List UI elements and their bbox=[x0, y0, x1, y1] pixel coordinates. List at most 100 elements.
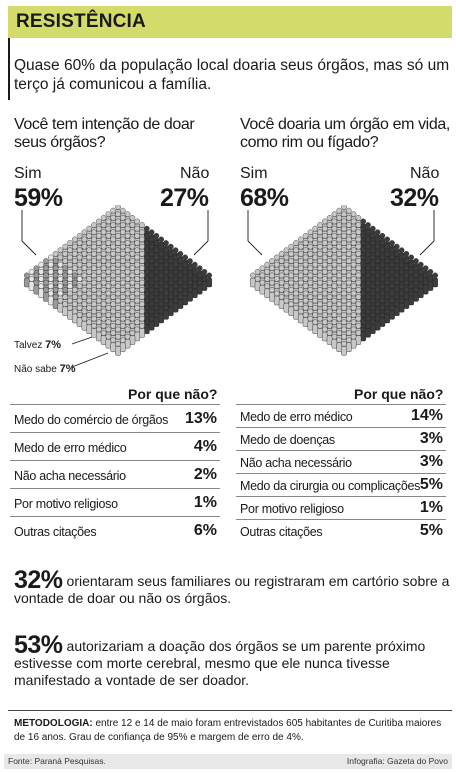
person-figure bbox=[115, 340, 121, 356]
person-figure bbox=[384, 308, 391, 324]
person-figure bbox=[264, 283, 271, 299]
q2-yes-value: 68% bbox=[240, 184, 289, 212]
reason-label: Não acha necessário bbox=[14, 468, 126, 483]
person-figure bbox=[321, 326, 328, 342]
person-figure bbox=[48, 290, 54, 306]
person-figure bbox=[43, 287, 49, 302]
person-figure bbox=[379, 312, 386, 327]
person-figure bbox=[33, 279, 40, 295]
q2-people-block bbox=[247, 205, 439, 356]
question-2-title: Você doaria um órgão em vida, como rim o… bbox=[240, 116, 450, 151]
person-figure bbox=[417, 283, 424, 299]
q2-yes-label: Sim bbox=[240, 165, 268, 182]
person-figure bbox=[269, 287, 275, 302]
person-figure bbox=[105, 333, 112, 349]
reason-value: 5% bbox=[419, 522, 443, 539]
person-figure bbox=[297, 308, 304, 324]
header-bar: RESISTÊNCIA bbox=[8, 6, 452, 38]
person-figure bbox=[403, 294, 410, 309]
person-figure bbox=[167, 301, 174, 317]
person-figure bbox=[302, 312, 309, 327]
reason-label: Medo de doenças bbox=[240, 433, 335, 447]
person-figure bbox=[345, 337, 352, 353]
q1-no-label: Não bbox=[180, 165, 210, 182]
person-figure bbox=[350, 333, 357, 349]
person-figure bbox=[398, 297, 405, 313]
person-figure bbox=[129, 330, 136, 345]
q1-maybe-label: Talvez 7% bbox=[14, 339, 62, 351]
person-figure bbox=[100, 330, 107, 345]
person-figure bbox=[81, 315, 88, 331]
person-figure bbox=[191, 283, 198, 299]
reason-row: Por motivo religioso 1% bbox=[236, 496, 446, 519]
person-figure bbox=[57, 297, 64, 313]
reason-label: Medo do comércio de órgãos bbox=[14, 412, 169, 427]
page-title: RESISTÊNCIA bbox=[16, 11, 146, 32]
reason-label: Por motivo religioso bbox=[14, 496, 118, 511]
callout-line bbox=[21, 240, 37, 256]
reason-value: 6% bbox=[193, 521, 217, 539]
reason-label: Medo de erro médico bbox=[240, 410, 353, 424]
accent-rule bbox=[8, 38, 10, 100]
reason-row: Medo de erro médico 14% bbox=[236, 404, 446, 427]
reason-label: Por motivo religioso bbox=[240, 502, 344, 516]
q1-yes-value: 59% bbox=[14, 184, 63, 212]
reason-row: Outras citações 6% bbox=[10, 516, 220, 544]
reason-label: Outras citações bbox=[14, 524, 97, 539]
person-figure bbox=[143, 319, 150, 335]
person-figure bbox=[278, 294, 285, 309]
methodology-box: METODOLOGIA: entre 12 e 14 de maio foram… bbox=[8, 710, 452, 743]
person-figure bbox=[52, 294, 59, 309]
stat-1-text: orientaram seus familiares ou registrara… bbox=[14, 573, 450, 606]
person-figure bbox=[393, 301, 400, 317]
reason-value: 1% bbox=[419, 499, 443, 516]
q1-why-title: Por que não? bbox=[128, 386, 218, 402]
person-figure bbox=[307, 315, 314, 331]
person-figure bbox=[23, 272, 30, 288]
reason-label: Não acha necessário bbox=[240, 456, 352, 470]
person-figure bbox=[119, 337, 126, 353]
person-figure bbox=[283, 297, 290, 313]
reason-label: Medo de erro médico bbox=[14, 440, 127, 455]
person-figure bbox=[369, 319, 376, 335]
person-figure bbox=[427, 276, 434, 291]
person-figure bbox=[326, 330, 333, 345]
reason-row: Por motivo religioso 1% bbox=[10, 488, 220, 516]
person-figure bbox=[254, 276, 261, 291]
person-figure bbox=[28, 276, 35, 291]
person-figure bbox=[206, 272, 213, 288]
person-figure bbox=[365, 323, 371, 338]
person-figure bbox=[91, 323, 97, 338]
q1-reasons-list: Medo do comércio de órgãos 13% Medo de err… bbox=[10, 404, 220, 544]
stat-2-value: 53% bbox=[14, 631, 63, 659]
stat-2: 53% autorizariam a doação dos órgãos se u… bbox=[14, 633, 452, 689]
reason-row: Não acha necessário 2% bbox=[10, 460, 220, 488]
q1-dontknow-label: Não sabe 7% bbox=[14, 363, 76, 375]
person-figure bbox=[355, 330, 362, 345]
person-figure bbox=[62, 301, 69, 317]
person-figure bbox=[177, 294, 184, 309]
person-figure bbox=[408, 290, 415, 306]
person-figure bbox=[148, 315, 155, 331]
person-figure bbox=[317, 323, 323, 338]
stat-1: 32% orientaram seus familiares ou registr… bbox=[14, 568, 452, 607]
person-figure bbox=[172, 297, 179, 313]
person-figure bbox=[134, 326, 140, 342]
stat-1-value: 32% bbox=[14, 566, 63, 594]
reason-value: 13% bbox=[184, 409, 217, 427]
question-1-title: Você tem intenção de doar seus órgãos? bbox=[14, 116, 195, 151]
person-figure bbox=[110, 337, 116, 353]
q2-reasons-list: Medo de erro médico 14% Medo de doenças 3% N… bbox=[236, 404, 446, 544]
reason-value: 2% bbox=[193, 465, 217, 483]
person-figure bbox=[95, 326, 102, 342]
person-figure bbox=[389, 305, 395, 320]
reason-value: 14% bbox=[410, 407, 443, 424]
person-figure bbox=[293, 305, 299, 320]
reason-value: 4% bbox=[193, 437, 217, 455]
person-figure bbox=[163, 305, 169, 320]
person-figure bbox=[360, 326, 366, 342]
reason-label: Outras citações bbox=[240, 525, 323, 539]
person-figure bbox=[422, 279, 429, 295]
person-figure bbox=[432, 272, 439, 288]
q1-no-value: 27% bbox=[160, 184, 209, 212]
